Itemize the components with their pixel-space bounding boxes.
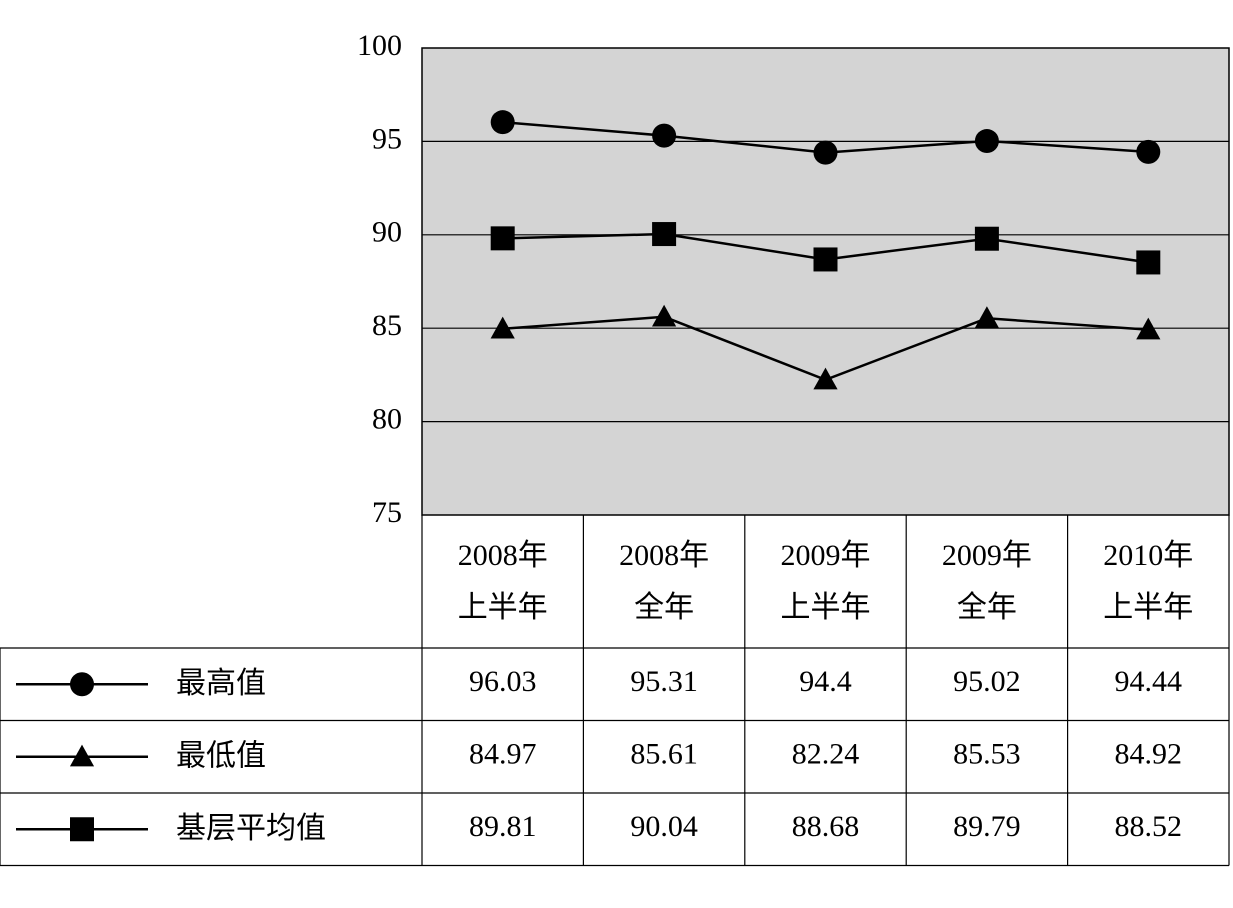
y-tick-label-75: 75: [372, 496, 402, 529]
series-0-point-4: [1136, 139, 1161, 164]
x-tick-label-2-0: 2009年: [781, 539, 871, 572]
legend-marker-2: [70, 817, 94, 842]
plot-area: [421, 47, 1230, 516]
series-1-point-1: [652, 304, 677, 327]
data-label-2-4: 88.52: [1115, 810, 1183, 843]
x-tick-label-0-0: 2008年: [458, 539, 548, 572]
x-tick-label-3-0: 2009年: [942, 539, 1032, 572]
data-label-1-1: 85.61: [630, 738, 698, 771]
series-2-point-3: [974, 226, 999, 251]
series-2-point-0: [490, 226, 515, 251]
series-0-point-3: [974, 129, 999, 154]
legend-marker-1: [69, 744, 95, 767]
data-label-1-0: 84.97: [469, 738, 537, 771]
data-label-2-1: 90.04: [630, 810, 698, 843]
data-label-2-3: 89.79: [953, 810, 1021, 843]
legend-marker-0: [70, 672, 94, 697]
legend-label-2: 基层平均值: [176, 812, 326, 845]
series-0-point-0: [490, 110, 515, 135]
x-tick-label-0-1: 上半年: [458, 591, 548, 624]
x-tick-label-1-1: 全年: [634, 591, 694, 624]
data-label-0-1: 95.31: [630, 665, 698, 698]
y-tick-label-85: 85: [372, 309, 402, 342]
data-label-0-4: 94.44: [1115, 665, 1183, 698]
series-1-point-0: [490, 316, 515, 339]
x-tick-label-4-1: 上半年: [1103, 591, 1193, 624]
legend-label-0: 最高值: [176, 667, 266, 700]
x-tick-label-3-1: 全年: [957, 591, 1017, 624]
series-2-point-2: [813, 247, 838, 272]
data-label-0-0: 96.03: [469, 665, 537, 698]
x-tick-label-4-0: 2010年: [1103, 539, 1193, 572]
data-label-1-3: 85.53: [953, 738, 1021, 771]
data-label-0-2: 94.4: [799, 665, 852, 698]
y-tick-label-90: 90: [372, 216, 402, 249]
data-label-1-2: 82.24: [792, 738, 860, 771]
series-0-point-2: [813, 140, 838, 165]
series-2-point-4: [1136, 250, 1161, 275]
data-label-0-3: 95.02: [953, 665, 1021, 698]
legend-label-1: 最低值: [176, 740, 266, 773]
series-1-point-2: [813, 367, 838, 390]
x-tick-label-1-0: 2008年: [619, 539, 709, 572]
series-2-point-1: [652, 222, 677, 247]
y-tick-label-95: 95: [372, 122, 402, 155]
series-0-point-1: [652, 123, 677, 148]
data-label-1-4: 84.92: [1115, 738, 1183, 771]
data-label-2-0: 89.81: [469, 810, 537, 843]
series-1-point-4: [1136, 317, 1161, 340]
data-label-2-2: 88.68: [792, 810, 860, 843]
series-1-point-3: [974, 306, 999, 328]
x-tick-label-2-1: 上半年: [781, 591, 871, 624]
y-tick-label-100: 100: [357, 29, 402, 62]
y-tick-label-80: 80: [372, 402, 402, 435]
